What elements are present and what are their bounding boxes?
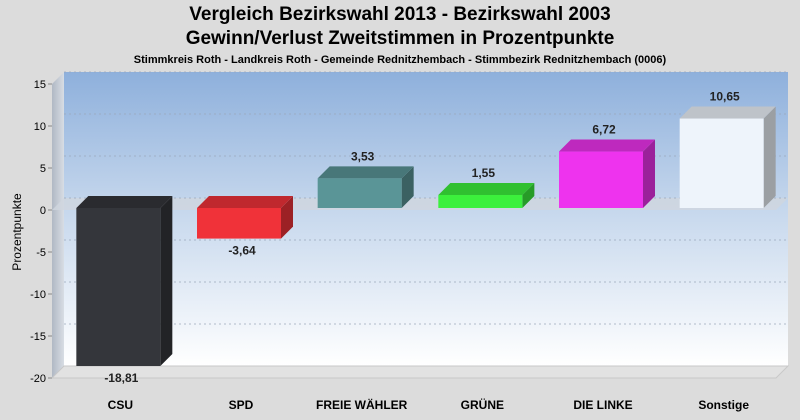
y-tick-label: 15 xyxy=(34,79,46,91)
bar-sonstige: 10,65 xyxy=(679,90,776,208)
y-tick-label: -20 xyxy=(30,373,46,385)
x-tick-label: Sonstige xyxy=(698,398,749,412)
y-tick-label: -15 xyxy=(30,331,46,343)
chart-title: Vergleich Bezirkswahl 2013 - Bezirkswahl… xyxy=(189,4,611,25)
bar-csu: -18,81 xyxy=(76,196,173,385)
bars: -18,81 -3,64 3,53 1,55 6,72 10,65 xyxy=(76,90,776,385)
data-label: 6,72 xyxy=(592,123,616,137)
x-tick-label: SPD xyxy=(229,398,254,412)
bar-side xyxy=(160,196,173,367)
bar-front xyxy=(197,208,281,239)
floor xyxy=(50,365,790,379)
bar-front xyxy=(76,208,161,367)
x-tick-label: FREIE WÄHLER xyxy=(316,397,408,412)
side-wall xyxy=(52,72,64,378)
y-tick-label: -5 xyxy=(36,247,46,259)
bar-front xyxy=(317,178,402,208)
bar-top xyxy=(679,106,776,119)
bar-side xyxy=(281,196,293,239)
y-tick-label: 0 xyxy=(40,205,46,217)
y-axis: 15 10 5 0 -5 -10 -15 -20 xyxy=(30,79,52,385)
y-tick-label: 10 xyxy=(34,121,46,133)
bar-spd: -3,64 xyxy=(197,196,293,258)
bar-top xyxy=(559,139,655,152)
data-label: 3,53 xyxy=(351,149,375,163)
chart-caption: Stimmkreis Roth - Landkreis Roth - Gemei… xyxy=(133,54,667,66)
bar-side xyxy=(763,106,776,208)
bar-front xyxy=(559,151,643,208)
x-tick-label: CSU xyxy=(108,398,133,412)
x-axis: CSU SPD FREIE WÄHLER GRÜNE DIE LINKE Sonstige xyxy=(108,397,750,412)
y-tick-label: 5 xyxy=(40,163,46,175)
gridlines xyxy=(64,71,788,325)
bar-side xyxy=(643,139,655,208)
bar-front xyxy=(438,194,523,208)
data-label: 1,55 xyxy=(472,166,496,180)
bar-side xyxy=(401,166,414,208)
bar-front xyxy=(679,118,764,208)
data-label: -3,64 xyxy=(228,244,256,258)
bar-die-linke: 6,72 xyxy=(559,123,655,208)
data-label: 10,65 xyxy=(710,90,740,104)
bar-top xyxy=(76,196,173,208)
bar-gr-ne: 1,55 xyxy=(438,166,535,208)
bar-side xyxy=(522,182,535,208)
x-tick-label: DIE LINKE xyxy=(573,398,632,412)
bar-top xyxy=(317,166,414,179)
chart-subtitle: Gewinn/Verlust Zweitstimmen in Prozentpu… xyxy=(185,28,615,49)
bar-top xyxy=(438,182,535,195)
bar-freie-w-hler: 3,53 xyxy=(317,149,414,208)
x-tick-label: GRÜNE xyxy=(461,397,504,412)
back-wall xyxy=(64,72,788,366)
y-axis-label: Prozentpunkte xyxy=(10,193,24,271)
y-tick-label: -10 xyxy=(30,289,46,301)
data-label: -18,81 xyxy=(104,371,138,385)
bar-top xyxy=(197,196,293,208)
